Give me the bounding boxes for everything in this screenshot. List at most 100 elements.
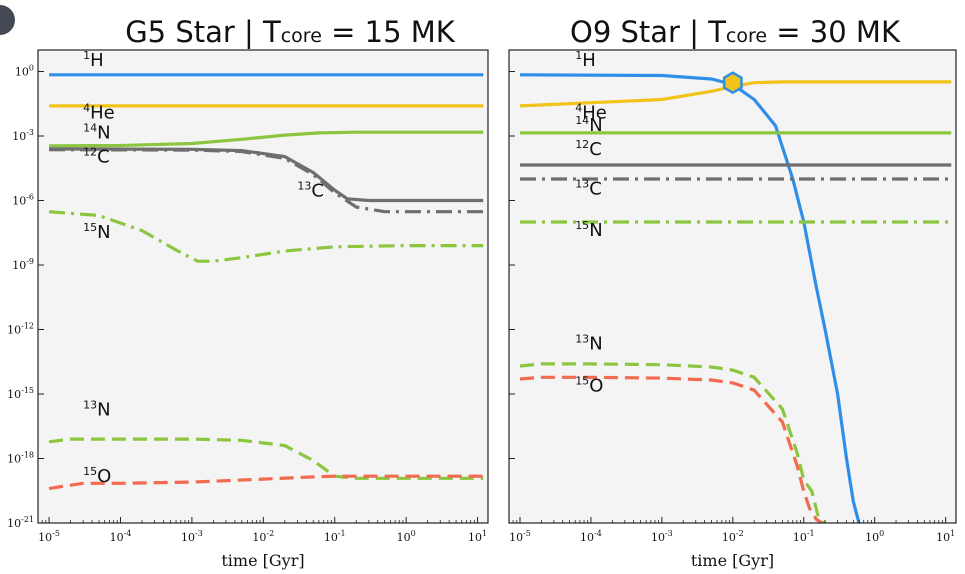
tick-base: 10 — [651, 531, 665, 544]
tick-exponent: -4 — [124, 529, 132, 538]
y-tick-label: 10-21 — [7, 515, 34, 530]
tick-base: 10 — [12, 130, 26, 143]
tick-base: 10 — [252, 531, 266, 544]
tick-base: 10 — [936, 531, 950, 544]
species-label-14n: 14N — [575, 114, 602, 136]
element-symbol: H — [90, 50, 104, 71]
element-symbol: C — [589, 139, 602, 160]
species-label-12c: 12C — [575, 138, 602, 160]
series-line-15o-dash — [48, 474, 484, 491]
x-tick-label: 10-4 — [580, 529, 602, 544]
isotope-number: 13 — [83, 399, 97, 412]
tick-base: 10 — [110, 531, 124, 544]
x-axis-title: time [Gyr] — [691, 551, 774, 570]
y-tick-label: 10-15 — [7, 386, 34, 401]
isotope-number: 14 — [83, 122, 97, 135]
tick-exponent: -3 — [195, 529, 203, 538]
isotope-number: 1 — [575, 49, 582, 62]
element-symbol: N — [589, 220, 602, 241]
crossover-marker — [722, 71, 743, 95]
isotope-number: 13 — [297, 180, 311, 193]
tick-base: 10 — [468, 531, 482, 544]
tick-exponent: -1 — [807, 529, 815, 538]
tick-exponent: -5 — [523, 529, 531, 538]
element-symbol: C — [589, 179, 602, 200]
plot-area — [509, 50, 956, 523]
tick-exponent: -21 — [21, 515, 34, 524]
tick-exponent: -15 — [21, 386, 34, 395]
tick-exponent: -18 — [21, 451, 34, 460]
element-symbol: N — [589, 333, 602, 354]
tick-base: 10 — [7, 388, 21, 401]
y-tick-label: 10-3 — [12, 128, 34, 143]
tick-base: 10 — [722, 531, 736, 544]
x-tick-label: 101 — [468, 529, 487, 544]
tick-exponent: -3 — [665, 529, 673, 538]
chart-title: O9 Star | Tcore = 30 MK — [570, 15, 901, 49]
tick-exponent: 1 — [482, 529, 487, 538]
chart-title: G5 Star | Tcore = 15 MK — [125, 15, 456, 49]
tick-base: 10 — [12, 195, 26, 208]
species-label-13c: 13C — [575, 178, 602, 200]
series-line-13n-dash — [48, 437, 484, 480]
x-tick-label: 10-5 — [38, 529, 60, 544]
species-label-13n: 13N — [575, 332, 602, 354]
series-line-15n-dashdot — [48, 210, 484, 263]
element-symbol: N — [589, 115, 602, 136]
element-symbol: C — [311, 181, 324, 202]
tick-exponent: -2 — [266, 529, 274, 538]
series-line-1h-solid — [519, 73, 861, 523]
tick-exponent: -12 — [21, 322, 34, 331]
tick-exponent: -6 — [26, 193, 34, 202]
chart-title-prefix: O9 Star | T — [570, 15, 726, 49]
species-label-15o: 15O — [575, 375, 603, 397]
x-tick-label: 100 — [865, 529, 884, 544]
tick-base: 10 — [865, 531, 879, 544]
x-tick-label: 10-1 — [324, 529, 346, 544]
tick-exponent: 0 — [879, 529, 884, 538]
tick-exponent: 1 — [950, 529, 955, 538]
tick-base: 10 — [7, 324, 21, 337]
tick-base: 10 — [181, 531, 195, 544]
chart-title-subscript: core — [726, 25, 767, 47]
species-label-1h: 1H — [83, 49, 104, 71]
x-tick-label: 10-5 — [509, 529, 531, 544]
tick-exponent: 0 — [411, 529, 416, 538]
chart-title-subscript: core — [281, 25, 322, 47]
tick-exponent: -3 — [26, 128, 34, 137]
element-symbol: O — [97, 466, 111, 487]
x-tick-label: 10-3 — [651, 529, 673, 544]
isotope-number: 14 — [575, 114, 589, 127]
species-label-14n: 14N — [83, 122, 110, 144]
tick-base: 10 — [580, 531, 594, 544]
isotope-number: 4 — [83, 102, 90, 115]
tick-base: 10 — [793, 531, 807, 544]
species-label-4he: 4He — [83, 102, 115, 124]
species-label-13c: 13C — [297, 180, 324, 202]
element-symbol: C — [97, 146, 110, 167]
isotope-number: 13 — [575, 332, 589, 345]
isotope-number: 15 — [83, 465, 97, 478]
tick-exponent: -9 — [26, 257, 34, 266]
isotope-number: 15 — [575, 375, 589, 388]
element-symbol: N — [97, 222, 110, 243]
chart-title-prefix: G5 Star | T — [125, 15, 281, 49]
series-line-4he-solid — [519, 80, 952, 108]
isotope-number: 13 — [575, 178, 589, 191]
element-symbol: N — [97, 123, 110, 144]
species-label-12c: 12C — [83, 145, 110, 167]
tick-base: 10 — [509, 531, 523, 544]
tick-base: 10 — [15, 66, 29, 79]
tick-exponent: -5 — [52, 529, 60, 538]
element-symbol: H — [582, 50, 596, 71]
element-symbol: He — [90, 103, 115, 124]
isotope-number: 15 — [575, 219, 589, 232]
chart-panel-o9-star: O9 Star | Tcore = 30 MK1H4He14N12C13C15N… — [508, 15, 957, 570]
species-label-4he: 4He — [575, 102, 607, 124]
x-tick-label: 10-2 — [252, 529, 274, 544]
chart-panel-g5-star: G5 Star | Tcore = 15 MK1H4He14N12C13C15N… — [7, 15, 489, 570]
y-tick-label: 10-12 — [7, 322, 34, 337]
x-tick-label: 10-4 — [110, 529, 132, 544]
element-symbol: He — [582, 103, 607, 124]
